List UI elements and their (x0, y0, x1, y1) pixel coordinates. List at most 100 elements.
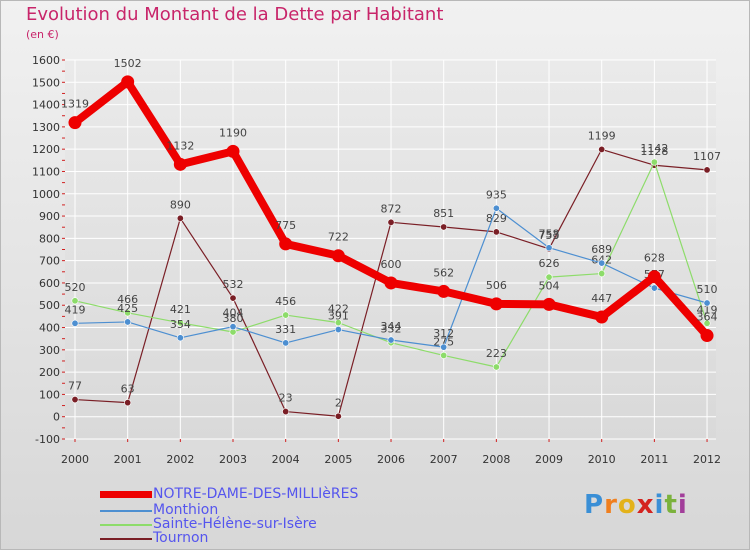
data-label-notre-dame-des-milli-res: 364 (697, 311, 718, 324)
data-label-sainte-h-l-ne-sur-is-re: 1142 (640, 142, 668, 155)
data-point-monthion (282, 339, 290, 347)
data-label-sainte-h-l-ne-sur-is-re: 626 (539, 257, 560, 270)
data-point-monthion (176, 334, 184, 342)
data-label-sainte-h-l-ne-sur-is-re: 520 (65, 281, 86, 294)
data-point-monthion (650, 284, 658, 292)
data-label-monthion: 510 (697, 283, 718, 296)
data-point-notre-dame-des-milli-res (331, 249, 345, 263)
data-point-tournon (492, 228, 500, 236)
legend-swatch-tournon (100, 538, 152, 540)
data-point-tournon (124, 399, 132, 407)
data-label-monthion: 935 (486, 188, 507, 201)
data-label-sainte-h-l-ne-sur-is-re: 223 (486, 347, 507, 360)
data-point-notre-dame-des-milli-res (226, 144, 240, 158)
y-tick-label: 1600 (32, 54, 60, 67)
y-tick-label: 900 (39, 210, 60, 223)
data-label-monthion: 758 (539, 228, 560, 241)
data-label-monthion: 331 (275, 323, 296, 336)
data-point-monthion (492, 204, 500, 212)
data-point-sainte-h-l-ne-sur-is-re (492, 363, 500, 371)
data-label-notre-dame-des-milli-res: 600 (381, 258, 402, 271)
x-tick-label: 2004 (272, 453, 300, 466)
data-label-sainte-h-l-ne-sur-is-re: 456 (275, 295, 296, 308)
data-point-tournon (387, 218, 395, 226)
data-point-sainte-h-l-ne-sur-is-re (703, 319, 711, 327)
data-label-monthion: 344 (381, 320, 402, 333)
data-point-tournon (176, 214, 184, 222)
data-label-tournon: 1199 (588, 129, 616, 142)
data-point-tournon (334, 412, 342, 420)
x-tick-label: 2001 (114, 453, 142, 466)
data-label-monthion: 312 (433, 327, 454, 340)
data-label-notre-dame-des-milli-res: 628 (644, 252, 665, 265)
data-point-tournon (703, 166, 711, 174)
y-tick-label: 800 (39, 232, 60, 245)
data-point-monthion (334, 326, 342, 334)
data-point-monthion (71, 319, 79, 327)
data-label-tournon: 1128 (640, 145, 668, 158)
data-label-monthion: 354 (170, 318, 191, 331)
data-label-tournon: 63 (121, 383, 135, 396)
data-label-notre-dame-des-milli-res: 447 (591, 292, 612, 305)
data-label-notre-dame-des-milli-res: 1502 (114, 57, 142, 70)
data-label-notre-dame-des-milli-res: 506 (486, 279, 507, 292)
data-point-tournon (440, 223, 448, 231)
y-tick-label: 200 (39, 366, 60, 379)
legend-label-notre-dame: NOTRE-DAME-DES-MILLIèRES (153, 486, 359, 502)
y-tick-label: 600 (39, 277, 60, 290)
data-point-sainte-h-l-ne-sur-is-re (545, 273, 553, 281)
legend-swatch-notre-dame (100, 491, 152, 498)
data-label-monthion: 404 (223, 307, 244, 320)
data-label-tournon: 2 (335, 396, 342, 409)
legend-swatch-monthion (100, 510, 152, 512)
data-point-notre-dame-des-milli-res (173, 157, 187, 171)
data-label-sainte-h-l-ne-sur-is-re: 422 (328, 303, 349, 316)
data-point-sainte-h-l-ne-sur-is-re (282, 311, 290, 319)
data-label-notre-dame-des-milli-res: 562 (433, 266, 454, 279)
x-tick-label: 2002 (166, 453, 194, 466)
x-tick-label: 2005 (324, 453, 352, 466)
data-point-notre-dame-des-milli-res (279, 237, 293, 251)
x-tick-label: 2006 (377, 453, 405, 466)
data-point-sainte-h-l-ne-sur-is-re (124, 309, 132, 317)
data-point-monthion (229, 323, 237, 331)
x-tick-label: 2010 (588, 453, 616, 466)
y-tick-label: 1300 (32, 121, 60, 134)
data-label-monthion: 689 (591, 243, 612, 256)
data-point-notre-dame-des-milli-res (437, 284, 451, 298)
y-tick-label: -100 (35, 433, 60, 446)
x-tick-label: 2000 (61, 453, 89, 466)
data-label-monthion: 391 (328, 310, 349, 323)
data-label-sainte-h-l-ne-sur-is-re: 275 (433, 335, 454, 348)
data-point-monthion (703, 299, 711, 307)
data-point-monthion (387, 336, 395, 344)
y-tick-label: 1400 (32, 99, 60, 112)
data-point-monthion (545, 244, 553, 252)
data-label-sainte-h-l-ne-sur-is-re: 466 (117, 293, 138, 306)
data-label-tournon: 890 (170, 198, 191, 211)
legend-label-monthion: Monthion (153, 502, 219, 518)
data-label-notre-dame-des-milli-res: 1132 (166, 139, 194, 152)
y-tick-label: 400 (39, 322, 60, 335)
data-point-notre-dame-des-milli-res (489, 297, 503, 311)
data-point-notre-dame-des-milli-res (384, 276, 398, 290)
data-point-sainte-h-l-ne-sur-is-re (176, 319, 184, 327)
data-point-notre-dame-des-milli-res (68, 116, 82, 130)
legend-label-sainte-helene: Sainte-Hélène-sur-Isère (153, 516, 317, 532)
data-label-tournon: 532 (223, 278, 244, 291)
y-tick-label: 1100 (32, 165, 60, 178)
data-point-tournon (282, 408, 290, 416)
y-tick-label: 100 (39, 388, 60, 401)
data-label-notre-dame-des-milli-res: 1319 (61, 98, 89, 111)
data-point-sainte-h-l-ne-sur-is-re (334, 319, 342, 327)
data-point-notre-dame-des-milli-res (121, 75, 135, 89)
data-point-tournon (598, 145, 606, 153)
data-label-monthion: 425 (117, 302, 138, 315)
data-point-sainte-h-l-ne-sur-is-re (71, 297, 79, 305)
data-label-tournon: 851 (433, 207, 454, 220)
data-label-notre-dame-des-milli-res: 775 (275, 219, 296, 232)
x-tick-label: 2003 (219, 453, 247, 466)
data-label-tournon: 753 (539, 229, 560, 242)
x-tick-label: 2007 (430, 453, 458, 466)
